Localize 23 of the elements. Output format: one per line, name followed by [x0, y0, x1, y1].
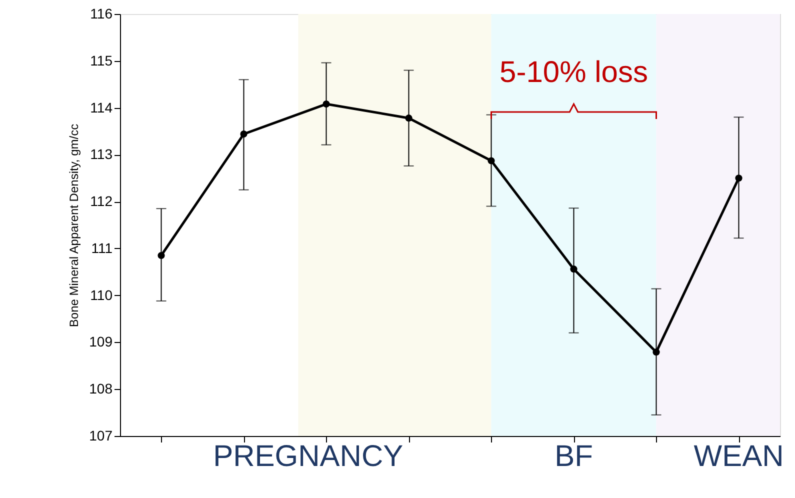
point [322, 100, 330, 108]
y-tick-label: 113 [90, 146, 113, 162]
y-tick-label: 110 [90, 286, 113, 303]
y-tick-label: 115 [90, 52, 113, 68]
point [735, 174, 742, 182]
text: PREGNANCY [213, 440, 404, 473]
y-tick-label: 111 [91, 240, 113, 256]
y-tick-label: 116 [90, 6, 113, 22]
y-axis-title: Bone Mineral Apparent Density, gm/cc [67, 124, 82, 328]
y-tick-label: 112 [90, 193, 113, 210]
y-tick-label: 108 [89, 380, 113, 397]
point [405, 114, 412, 122]
annotation: 5-10% loss [500, 56, 648, 89]
point [488, 157, 495, 164]
y-tick-label: 114 [90, 99, 113, 116]
text: BF [554, 440, 593, 473]
point [158, 252, 165, 260]
point [652, 348, 660, 356]
y-tick-label: 109 [89, 334, 113, 350]
y-tick-label: 107 [89, 428, 113, 444]
point [570, 266, 578, 273]
text: WEAN [694, 440, 784, 473]
point [240, 130, 248, 138]
